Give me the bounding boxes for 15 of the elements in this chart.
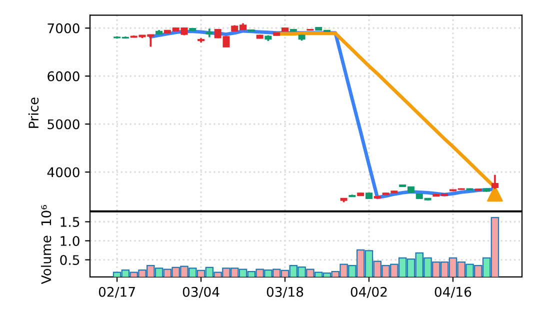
candlestick [491,174,498,190]
y-axis-title: Volume 10⁶ [40,205,52,284]
x-tick-label: 04/16 [434,286,472,298]
y-tick-label: 6000 [48,71,80,82]
x-tick-label: 04/02 [350,286,387,298]
y-tick-label: 1.5 [60,217,80,227]
y-tick-label: 4000 [47,167,80,178]
y-tick-label: 1.0 [60,236,80,246]
y-tick-label: 5000 [48,119,80,130]
x-tick-label: 02/17 [98,286,135,298]
x-tick-label: 03/18 [266,286,304,298]
y-tick-label: 7000 [48,23,80,34]
y-tick-label: 0.5 [60,255,80,266]
y-axis-title: Price [28,98,39,128]
x-tick-label: 03/04 [182,286,220,298]
